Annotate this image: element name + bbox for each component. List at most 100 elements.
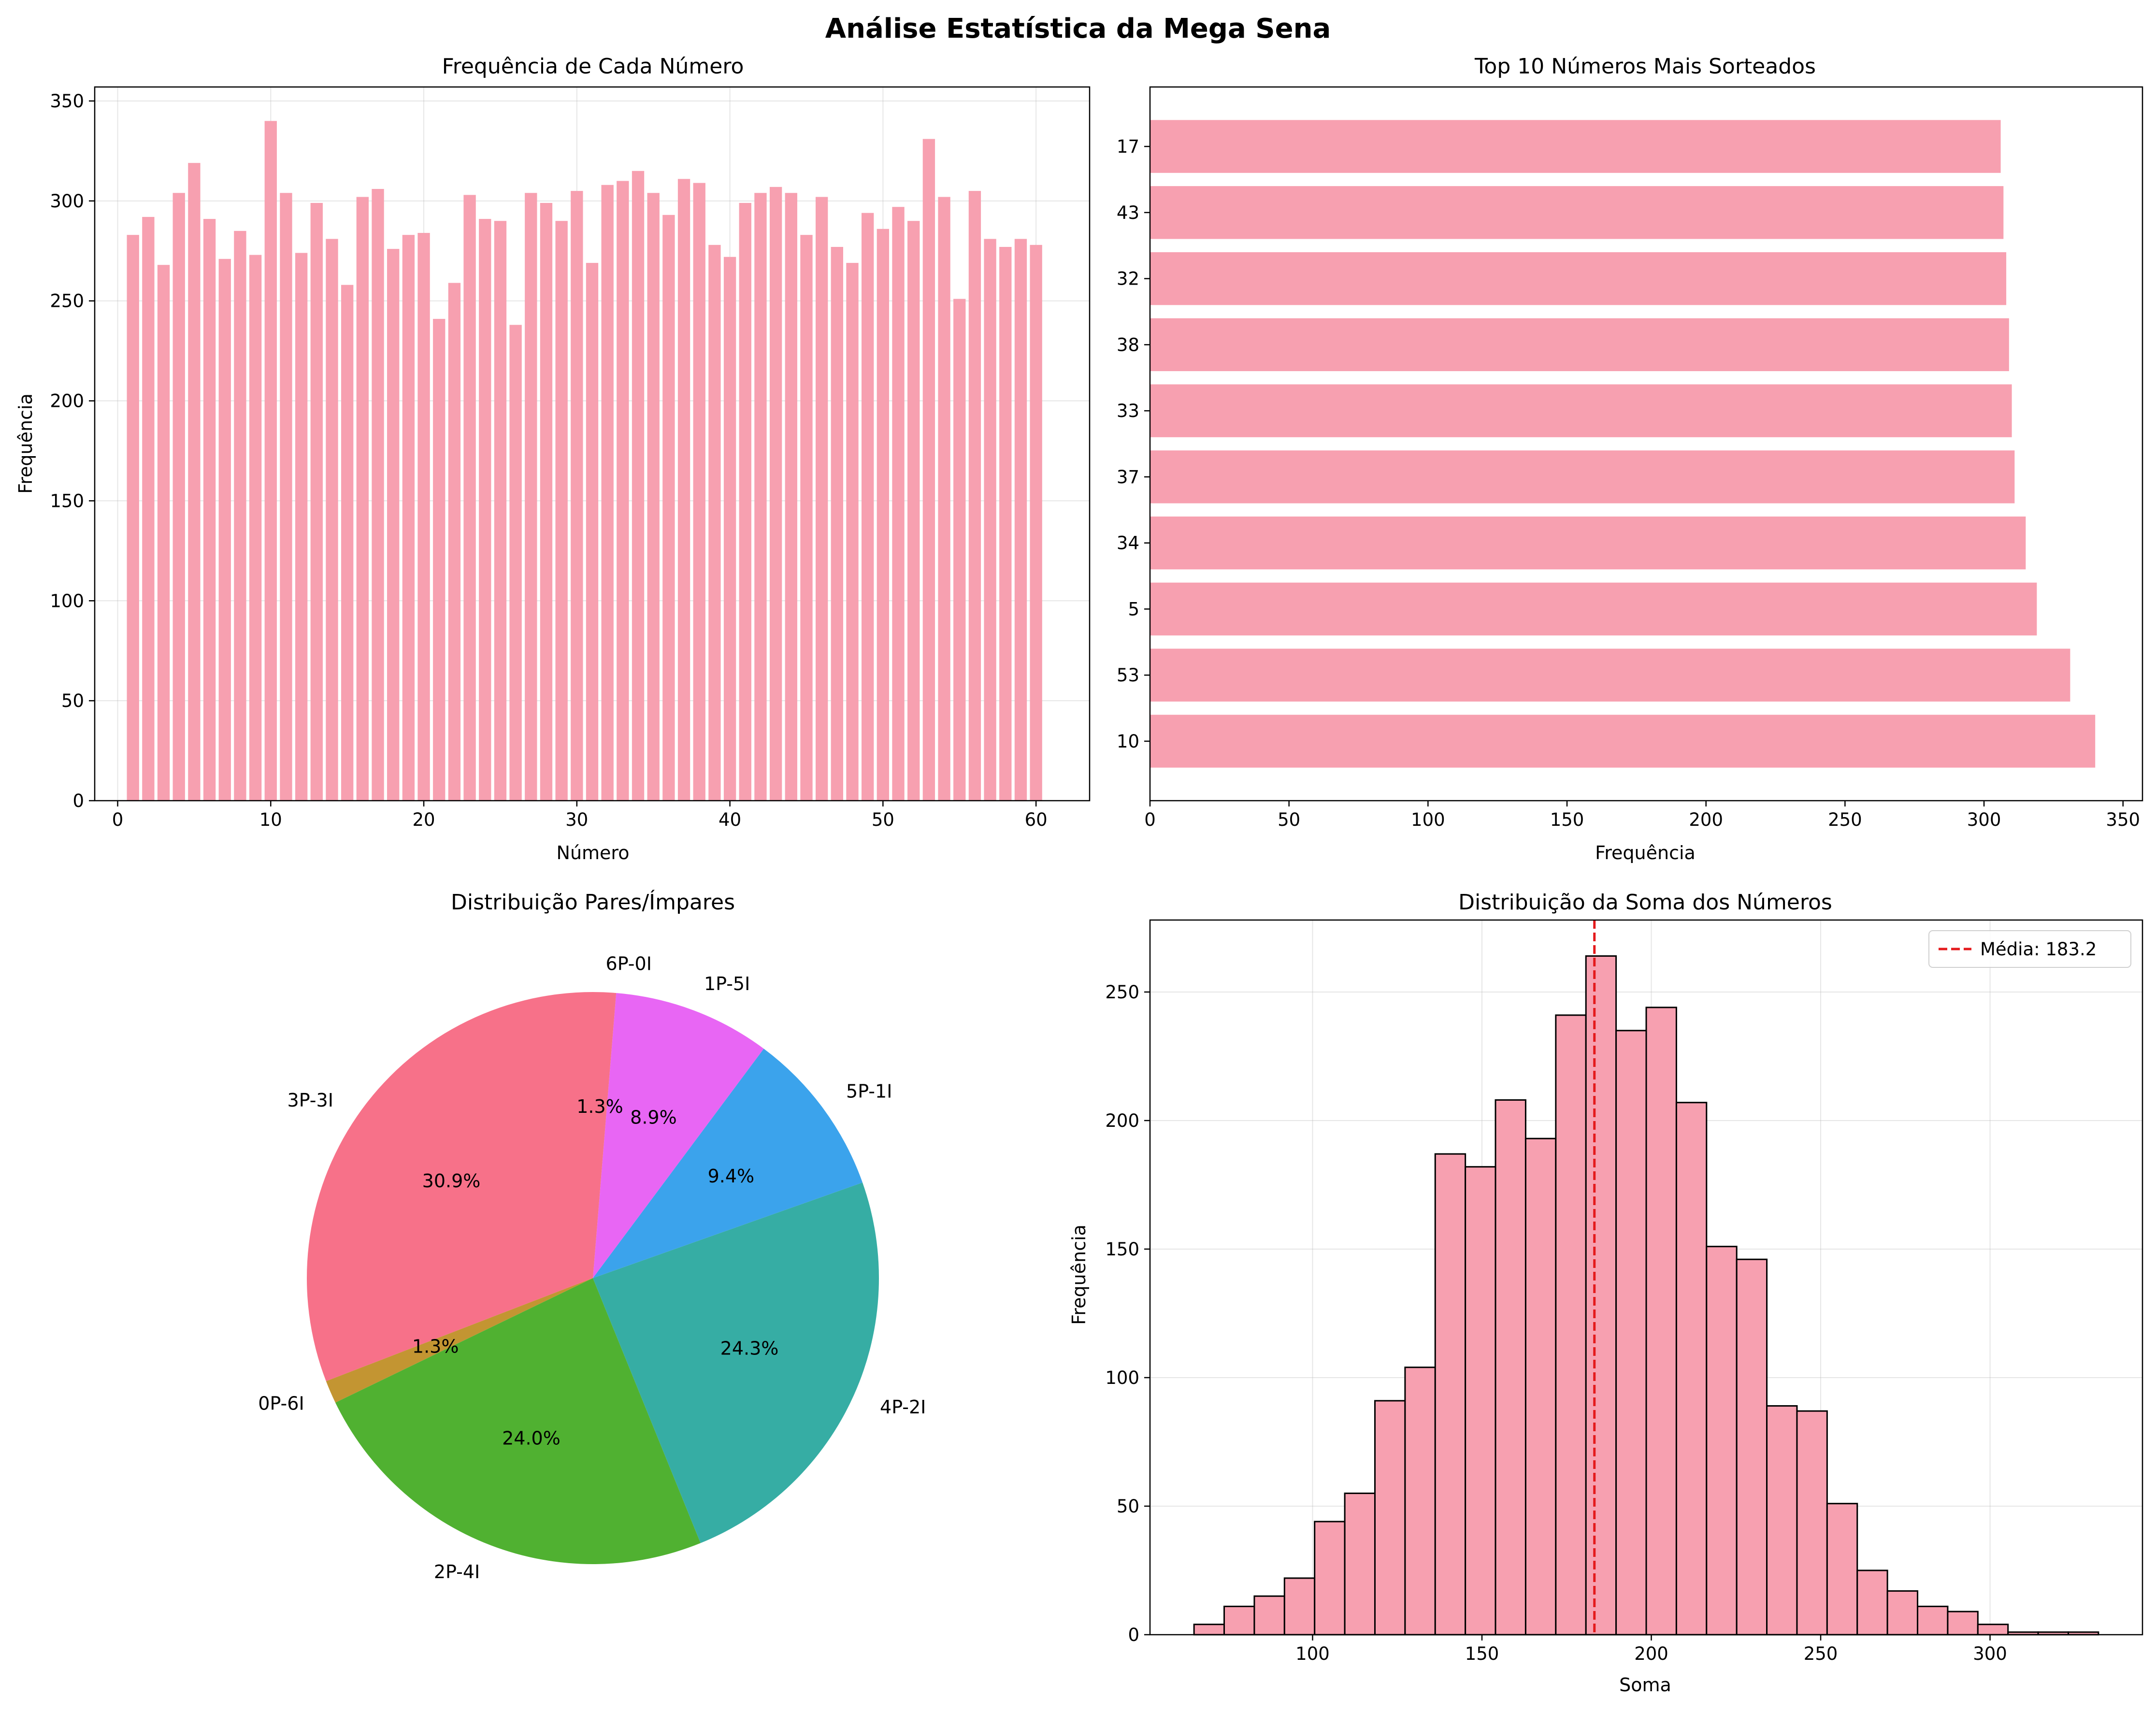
chart1-bar: [922, 139, 935, 801]
chart1-bar: [846, 263, 859, 801]
chart3-slice-label: 5P-1I: [846, 1080, 892, 1102]
chart3-slice: [593, 992, 617, 1278]
chart1-bar: [892, 207, 905, 801]
chart2-ytick-label: 10: [1117, 731, 1139, 752]
chart1-title: Frequência de Cada Número: [442, 54, 744, 79]
chart2-frame: [1149, 86, 2143, 802]
chart2-ytick-label: 5: [1128, 599, 1139, 619]
chart2-ytick-label: 38: [1117, 334, 1139, 355]
chart1-bar: [372, 189, 384, 801]
chart1-bar: [800, 235, 813, 801]
chart2-ytick-label: 33: [1117, 401, 1139, 421]
chart4-bin: [1736, 1258, 1768, 1636]
chart1-bar: [862, 213, 874, 801]
chart1-bar: [448, 283, 461, 801]
chart1-bar: [356, 197, 369, 801]
chart1-ytick-label: 50: [61, 691, 84, 711]
chart1-ytick-label: 0: [72, 791, 84, 811]
chart1-axes: 0 10 20 30 40 50 60 0 50 100 150 200 250 300 350: [50, 86, 1091, 830]
chart3-slice-percent: 9.4%: [708, 1165, 755, 1187]
chart1-ytick-label: 200: [50, 391, 84, 412]
chart1-bar: [555, 221, 568, 801]
chart3-slice-label: 0P-6I: [258, 1393, 304, 1414]
chart1-ytick-label: 150: [50, 490, 84, 511]
chart4-bin: [1977, 1624, 2009, 1636]
chart1-xtick-label: 20: [413, 809, 435, 830]
chart2-bar: [1150, 648, 2070, 702]
chart1-ylabel: Frequência: [15, 393, 36, 494]
chart1-bar: [632, 171, 645, 801]
chart1-bar: [127, 235, 139, 801]
chart3-slice: [593, 993, 764, 1278]
chart3-slice-percent: 1.3%: [412, 1336, 459, 1357]
chart4-bin: [1645, 1007, 1677, 1636]
chart2-xlabel: Frequência: [1595, 842, 1696, 863]
chart4-bin: [1253, 1595, 1285, 1636]
chart2-bar: [1150, 252, 2007, 305]
chart3-slice-percent: 24.3%: [720, 1338, 779, 1359]
chart4-bin: [1193, 1624, 1225, 1636]
panel-number-frequency: Frequência de Cada Número 0 10 20 30 40 50 600…: [15, 54, 1091, 863]
chart1-bar: [479, 219, 491, 801]
chart4-bin: [1947, 1611, 1979, 1636]
chart1-bar: [509, 325, 522, 801]
chart1-ytick-label: 350: [50, 91, 84, 112]
chart2-xtick-label: 350: [2106, 809, 2140, 830]
chart2-ytick-label: 43: [1117, 202, 1139, 223]
chart1-bar: [157, 265, 170, 801]
chart1-bar: [953, 299, 966, 801]
chart4-bin: [1796, 1410, 1828, 1636]
chart1-bar: [708, 245, 721, 801]
chart4-title: Distribuição da Soma dos Números: [1458, 890, 1832, 915]
chart1-bar: [999, 246, 1012, 801]
chart4-xtick-label: 200: [1634, 1643, 1668, 1664]
chart2-xtick-label: 50: [1278, 809, 1300, 830]
chart1-bar: [203, 219, 216, 801]
chart1-bar: [402, 235, 415, 801]
chart4-bin: [1524, 1137, 1557, 1636]
chart4-ytick-label: 100: [1105, 1367, 1139, 1388]
chart3-slice: [335, 1278, 701, 1564]
chart1-bar: [647, 193, 660, 801]
chart2-title: Top 10 Números Mais Sorteados: [1474, 54, 1816, 79]
chart1-ytick-label: 300: [50, 191, 84, 212]
chart1-bar: [387, 249, 400, 801]
chart4-bin: [1886, 1590, 1919, 1636]
chart4-axes: 100 150 200 250 300 0 50 100 150 200 250: [1105, 919, 2143, 1664]
chart1-bar: [142, 216, 155, 801]
chart3-slice-label: 2P-4I: [434, 1561, 480, 1583]
chart4-ytick-label: 200: [1105, 1110, 1139, 1131]
chart2-bar: [1150, 450, 2015, 504]
chart1-bar: [295, 253, 308, 801]
chart4-bin: [1223, 1605, 1255, 1636]
chart1-xtick-label: 50: [872, 809, 894, 830]
chart4-legend-box: [1928, 930, 2131, 968]
chart2-ytick-label: 34: [1117, 533, 1139, 554]
chart4-xtick-label: 250: [1804, 1643, 1838, 1664]
chart1-bar: [586, 263, 599, 801]
chart3-slice-percent: 8.9%: [630, 1107, 677, 1128]
chart1-bar: [677, 179, 690, 801]
chart1-bar: [463, 195, 476, 801]
chart1-bar: [417, 233, 430, 801]
panel-even-odd-pie: Distribuição Pares/Ímpares 3P-3I 30.9% 0P-…: [258, 889, 926, 1583]
chart4-bin: [1374, 1400, 1406, 1636]
chart4-bin: [1675, 1102, 1708, 1636]
chart4-xtick-label: 100: [1295, 1643, 1330, 1664]
chart1-xtick-label: 0: [112, 809, 124, 830]
chart1-frame: [94, 86, 1091, 802]
chart4-bin: [1615, 1030, 1647, 1636]
chart2-xtick-label: 100: [1411, 809, 1445, 830]
chart2-bar: [1150, 516, 2026, 570]
chart1-bar: [249, 255, 262, 801]
chart1-bar: [785, 193, 797, 801]
chart4-bars: [1193, 955, 2099, 1636]
chart2-ytick-label: 37: [1117, 467, 1139, 488]
chart1-bar: [234, 230, 246, 801]
chart2-xtick-label: 150: [1550, 809, 1584, 830]
chart1-bar: [264, 121, 277, 801]
chart4-bin: [1434, 1153, 1466, 1636]
chart3-slice-label: 3P-3I: [287, 1090, 333, 1111]
chart1-bar: [938, 197, 950, 801]
chart3-labels: 3P-3I 30.9% 0P-6I 1.3% 2P-4I 24.0% 4P-2I 24.3% 5…: [258, 953, 926, 1582]
